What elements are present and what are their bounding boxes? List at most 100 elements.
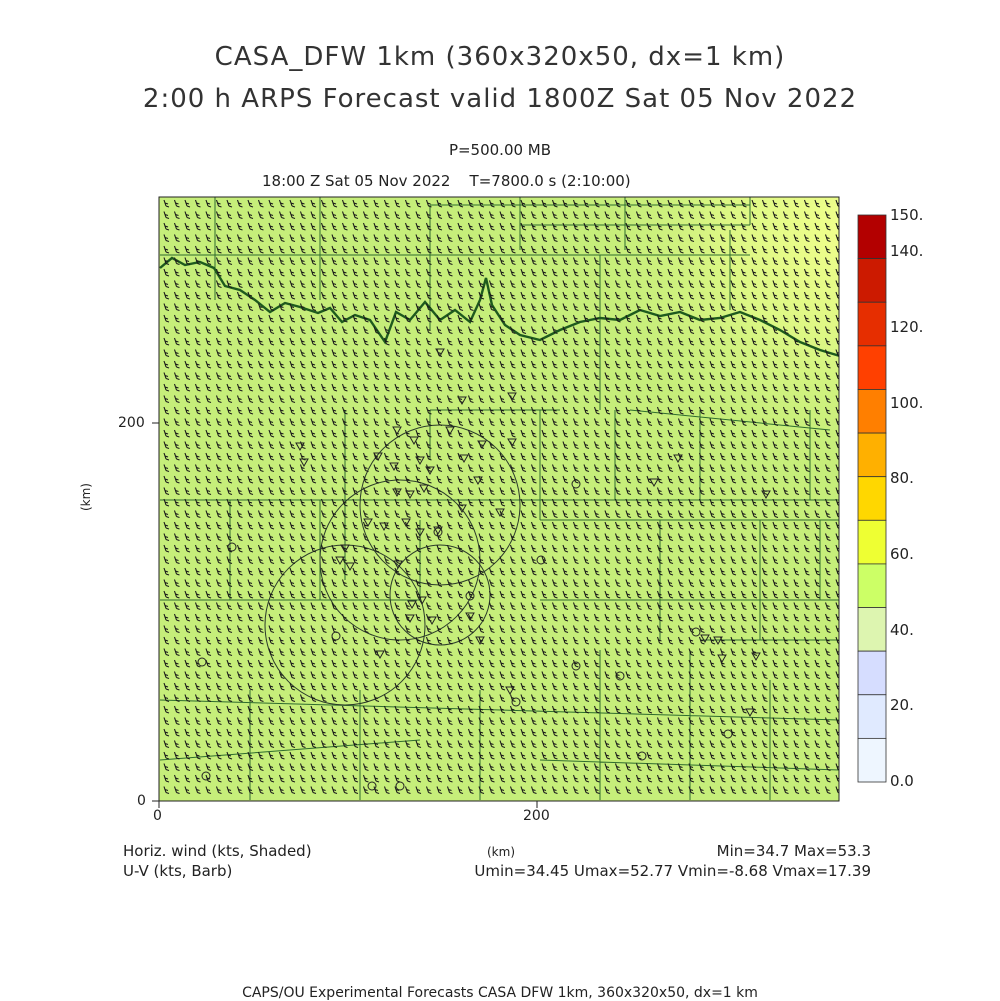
colorbar-label: 100.: [890, 394, 924, 412]
x-axis-label: (km): [487, 845, 516, 859]
colorbar-label: 0.0: [890, 772, 914, 790]
station-triangle: [425, 466, 435, 476]
station-triangle: [465, 612, 475, 622]
station-triangle: [389, 462, 399, 472]
station-triangle: [375, 650, 385, 660]
station-triangle: [507, 392, 517, 402]
state-boundary: [159, 256, 839, 357]
station-triangle: [505, 686, 515, 696]
station-triangle: [717, 654, 727, 664]
colorbar-label: 60.: [890, 545, 914, 563]
station-circle: [197, 657, 207, 667]
uv-stats: Umin=34.45 Umax=52.77 Vmin=-8.68 Vmax=17…: [474, 862, 871, 880]
station-triangle: [649, 478, 659, 488]
axis-ticks: [152, 422, 538, 808]
station-triangle: [409, 436, 419, 446]
station-triangle: [379, 522, 389, 532]
title-line-1: CASA_DFW 1km (360x320x50, dx=1 km): [214, 42, 786, 72]
colorbar-label: 40.: [890, 621, 914, 639]
station-circle: [536, 555, 546, 565]
station-triangle: [415, 528, 425, 538]
vector-label: U-V (kts, Barb): [123, 862, 233, 880]
station-triangle: [373, 452, 383, 462]
station-circle: [395, 781, 405, 791]
colorbar-swatch: [857, 301, 887, 347]
station-triangle: [457, 504, 467, 514]
colorbar-swatch: [857, 650, 887, 696]
station-circle: [433, 527, 443, 537]
station-triangle: [392, 488, 402, 498]
station-triangle: [299, 458, 309, 468]
station-triangle: [475, 636, 485, 646]
field-label: Horiz. wind (kts, Shaded): [123, 842, 312, 860]
station-triangle: [751, 652, 761, 662]
station-circle: [723, 729, 733, 739]
y-tick-0: 0: [137, 793, 146, 809]
wind-maximum-shading: [159, 197, 839, 801]
station-circle: [691, 627, 701, 637]
station-triangle: [405, 490, 415, 500]
y-tick-200: 200: [118, 415, 145, 431]
station-triangle: [477, 440, 487, 450]
station-triangle: [392, 426, 402, 436]
station-triangle: [700, 634, 710, 644]
station-triangle: [407, 600, 417, 610]
min-max: Min=34.7 Max=53.3: [716, 842, 871, 860]
credit-line: CAPS/OU Experimental Forecasts CASA DFW …: [242, 985, 758, 1001]
colorbar-swatch: [857, 432, 887, 478]
station-circle: [637, 751, 647, 761]
station-triangle: [459, 454, 469, 464]
station-triangle: [507, 438, 517, 448]
x-tick-0: 0: [153, 808, 162, 824]
station-triangle: [473, 476, 483, 486]
station-triangle: [345, 562, 355, 572]
station-circle: [615, 671, 625, 681]
colorbar-swatch: [857, 737, 887, 783]
station-triangle: [761, 490, 771, 500]
colorbar-label: 140.: [890, 242, 924, 260]
colorbar-swatch: [857, 476, 887, 521]
station-markers: [197, 348, 771, 791]
wind-barb-field: [163, 199, 839, 795]
colorbar-label: 20.: [890, 696, 914, 714]
station-triangle: [415, 456, 425, 466]
station-triangle: [713, 636, 723, 646]
colorbar-swatch: [857, 389, 887, 434]
station-triangle: [435, 348, 445, 358]
station-circle: [511, 697, 521, 707]
station-triangle: [295, 442, 305, 452]
y-axis-label: (km): [79, 482, 94, 512]
station-triangle: [393, 560, 403, 570]
x-tick-200: 200: [523, 808, 550, 824]
title-line-2: 2:00 h ARPS Forecast valid 1800Z Sat 05 …: [142, 84, 858, 114]
colorbar-swatch: [857, 519, 887, 565]
station-triangle: [745, 708, 755, 718]
colorbar-label: 80.: [890, 469, 914, 487]
station-triangle: [340, 544, 350, 554]
wind-barbs: [163, 199, 839, 795]
station-triangle: [433, 526, 443, 536]
time-line: 18:00 Z Sat 05 Nov 2022 T=7800.0 s (2:10…: [262, 172, 631, 190]
station-circle: [571, 479, 581, 489]
station-triangle: [417, 596, 427, 606]
station-triangle: [457, 396, 467, 406]
station-circle: [227, 542, 237, 552]
colorbar-swatch: [857, 258, 887, 303]
colorbar-swatch: [857, 607, 887, 652]
pressure-level: P=500.00 MB: [448, 141, 552, 159]
station-triangle: [405, 614, 415, 624]
colorbar-swatch: [857, 563, 887, 608]
map-frame: [158, 196, 840, 802]
station-triangle: [427, 616, 437, 626]
colorbar-label: 150.: [890, 206, 924, 224]
colorbar-swatch: [857, 345, 887, 390]
station-triangle: [419, 484, 429, 494]
colorbar-label: 120.: [890, 318, 924, 336]
station-circle: [465, 591, 475, 601]
station-triangle: [363, 518, 373, 528]
station-circle: [571, 661, 581, 671]
colorbar: [857, 214, 887, 783]
station-circle: [331, 631, 341, 641]
station-circle: [367, 781, 377, 791]
